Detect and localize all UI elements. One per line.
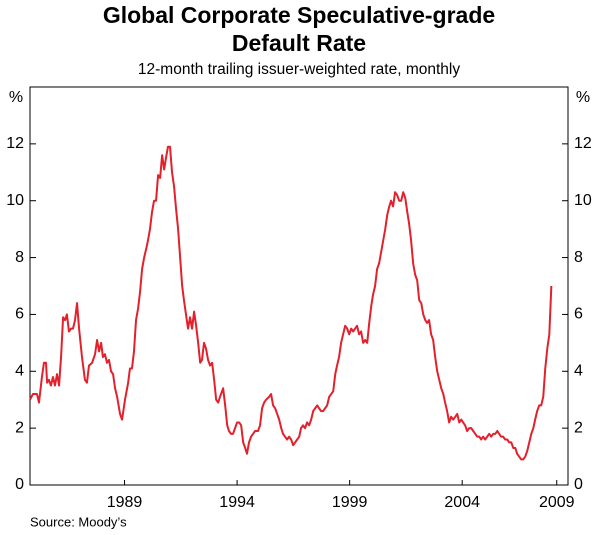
x-tick-label: 1989 <box>107 494 143 511</box>
y2-tick-label: 12 <box>574 135 592 152</box>
x-tick-label: 1994 <box>219 494 255 511</box>
y-axis-label: % <box>9 89 23 106</box>
y-tick-label: 2 <box>15 419 24 436</box>
chart-title: Default Rate <box>232 30 366 56</box>
y-axis-label: % <box>576 89 590 106</box>
y-tick-label: 10 <box>6 192 24 209</box>
y2-tick-label: 2 <box>574 419 583 436</box>
y2-tick-label: 4 <box>574 363 583 380</box>
chart-title: Global Corporate Speculative-grade <box>103 2 495 28</box>
series-line <box>29 145 553 461</box>
x-tick-label: 1999 <box>332 494 368 511</box>
y-tick-label: 8 <box>15 249 24 266</box>
x-tick-label: 2004 <box>444 494 480 511</box>
y-tick-label: 6 <box>15 306 24 323</box>
y-tick-label: 12 <box>6 135 24 152</box>
y2-tick-label: 8 <box>574 249 583 266</box>
y-tick-label: 0 <box>15 476 24 493</box>
plot-frame <box>29 86 569 486</box>
x-tick-label: 2009 <box>539 494 575 511</box>
y2-tick-label: 6 <box>574 306 583 323</box>
y-tick-label: 4 <box>15 363 24 380</box>
y2-tick-label: 10 <box>574 192 592 209</box>
y2-tick-label: 0 <box>574 476 583 493</box>
source: Source: Moody’s <box>30 514 127 529</box>
chart-subtitle: 12-month trailing issuer-weighted rate, … <box>138 61 460 78</box>
